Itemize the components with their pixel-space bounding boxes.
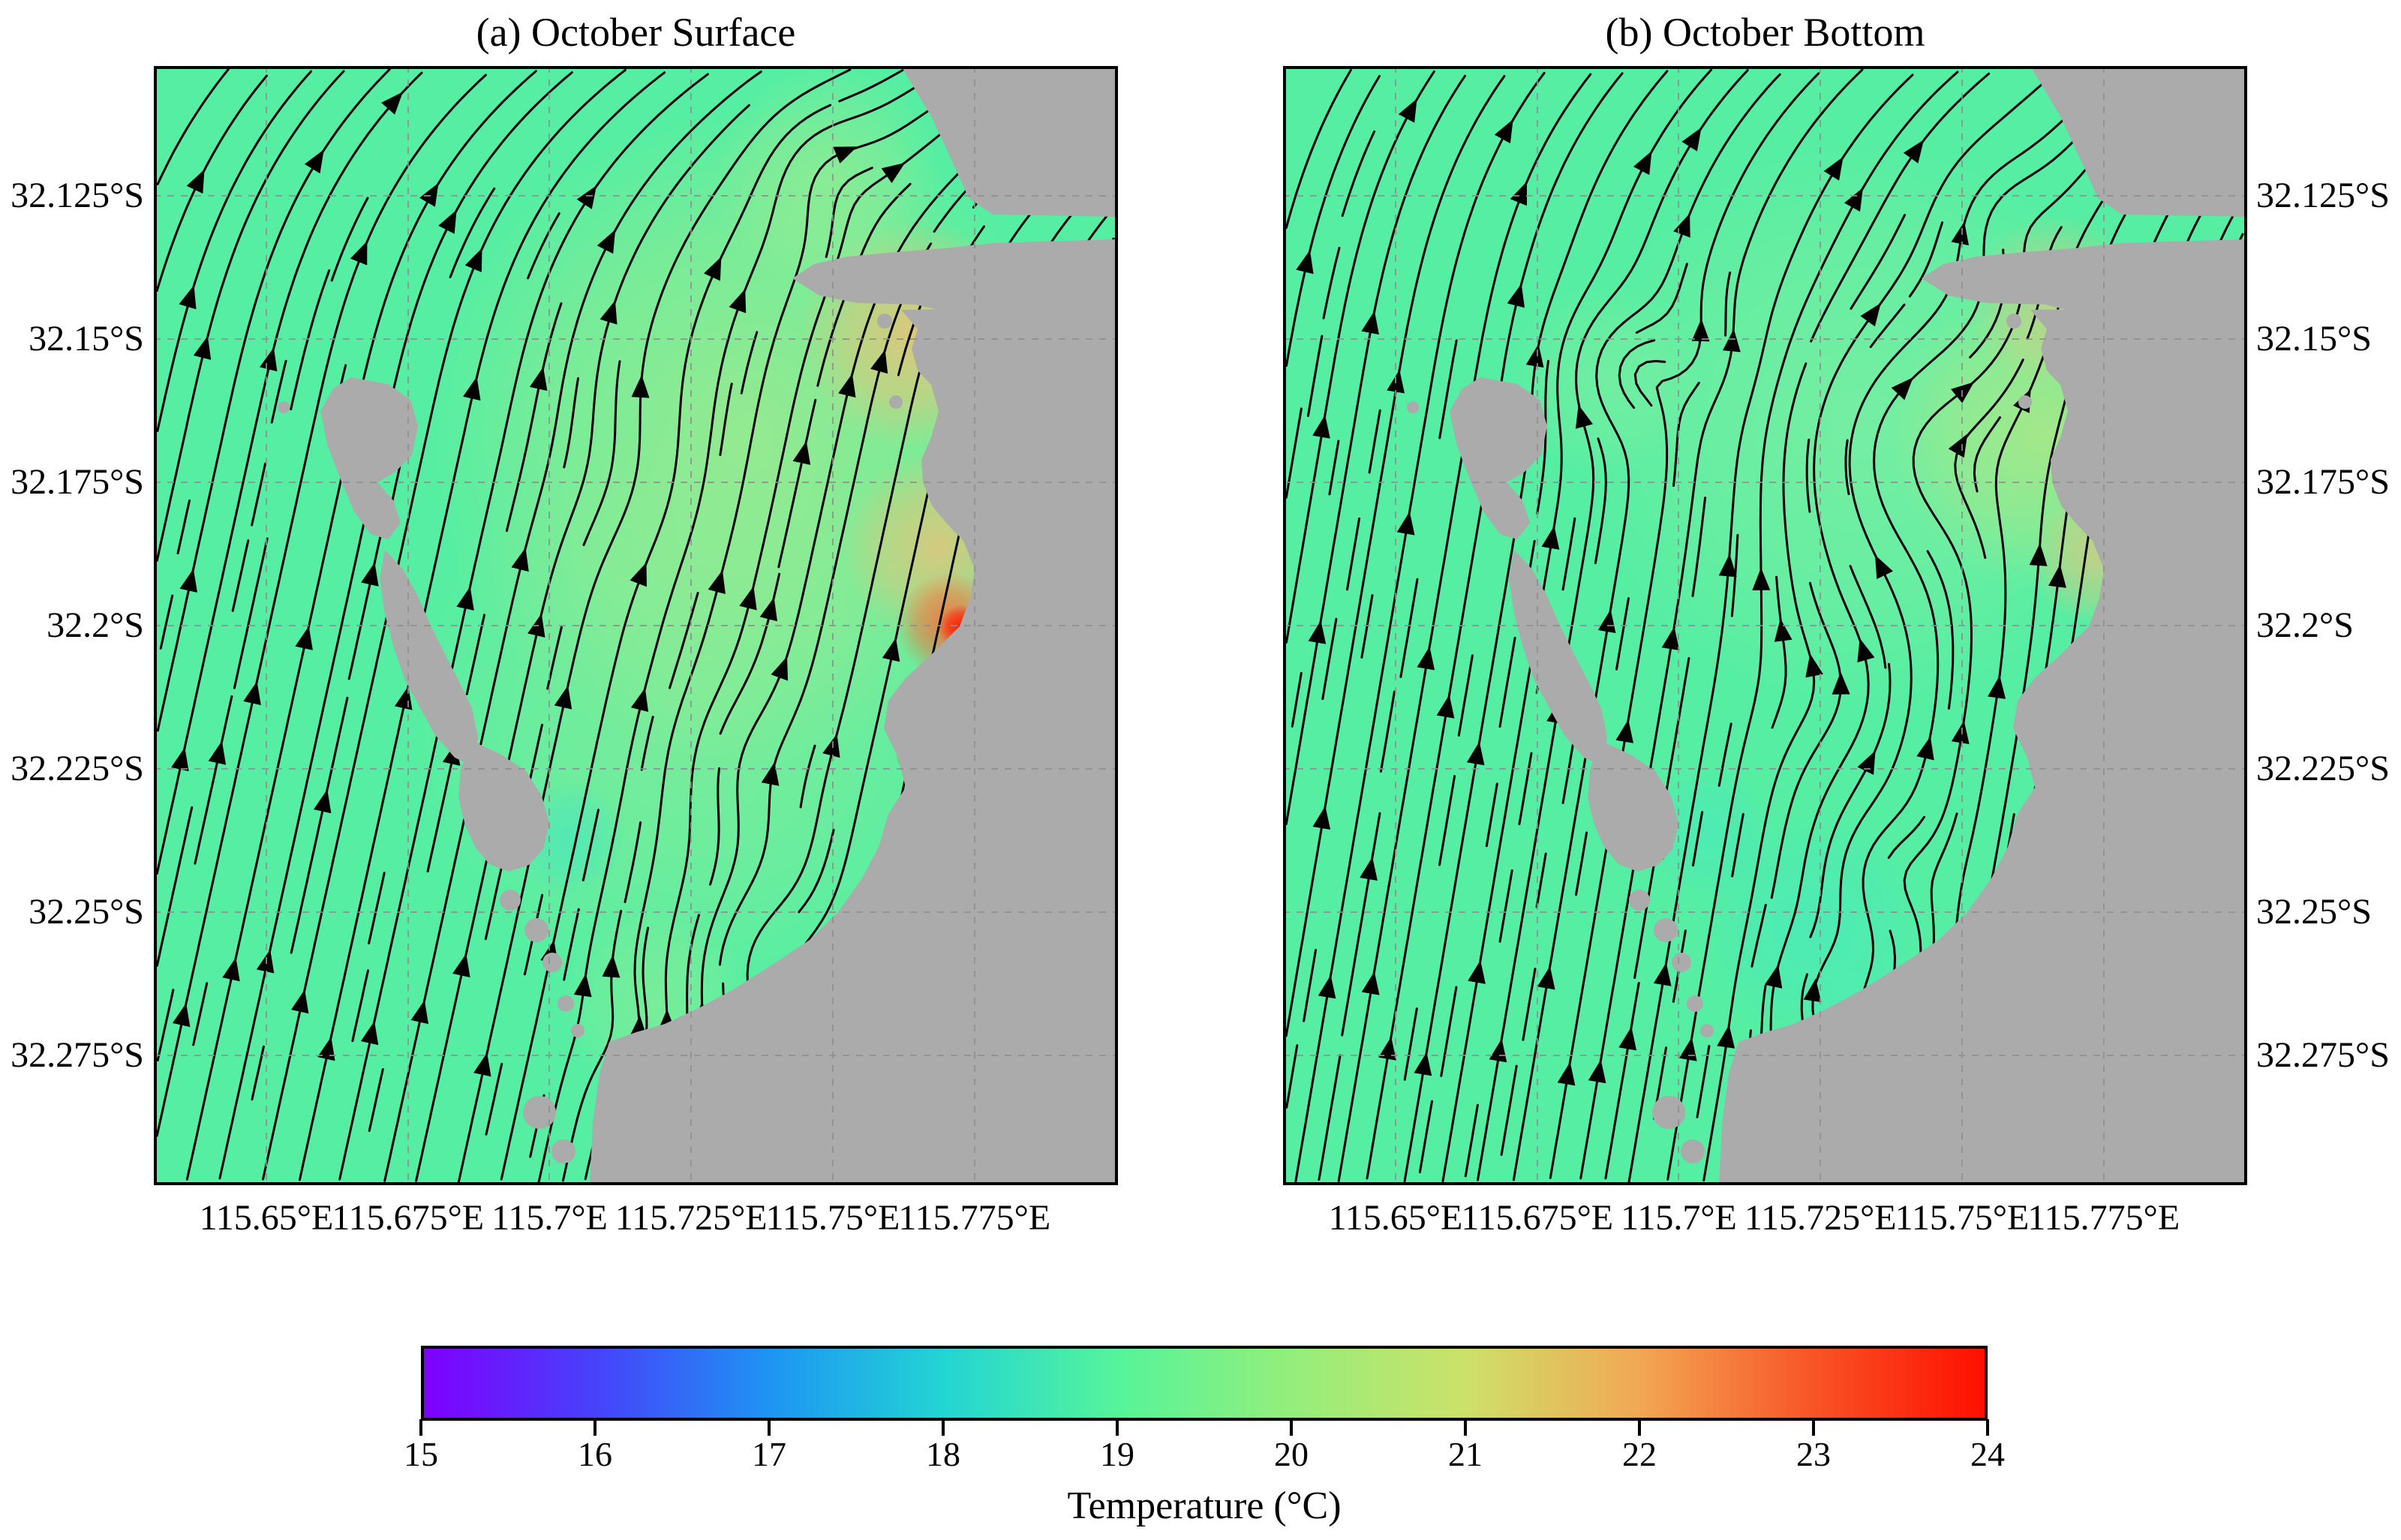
colorbar-tick-label: 17 — [752, 1435, 786, 1473]
colorbar-tick-label: 23 — [1796, 1435, 1831, 1473]
lat-tick-label-right: 32.225°S — [2256, 748, 2390, 788]
lon-tick-label: 115.675°E — [1461, 1198, 1614, 1238]
gridlines — [154, 66, 1118, 1185]
lat-tick-label-right: 32.2°S — [2256, 605, 2354, 645]
lat-tick-label-left: 32.2°S — [47, 605, 144, 645]
lat-tick-label-left: 32.225°S — [11, 748, 144, 788]
lon-tick-label: 115.65°E — [199, 1198, 334, 1238]
map-panel-october-surface — [154, 66, 1118, 1185]
lon-tick-label: 115.725°E — [615, 1198, 768, 1238]
streamline-arrowheads — [171, 92, 1115, 1077]
colorbar-tick-label: 16 — [578, 1435, 612, 1473]
land — [1407, 66, 2247, 1185]
colorbar-gradient — [421, 1346, 1988, 1421]
lon-tick-label: 115.775°E — [2027, 1198, 2180, 1238]
lat-tick-label-left: 32.125°S — [11, 176, 144, 216]
colorbar-tickmark — [1116, 1419, 1119, 1436]
colorbar-tickmark — [768, 1419, 771, 1436]
lon-tick-label: 115.75°E — [1895, 1198, 2030, 1238]
gridlines — [1283, 66, 2247, 1185]
lat-tick-label-left: 32.275°S — [11, 1034, 144, 1075]
colorbar-tick-label: 19 — [1100, 1435, 1134, 1473]
plot-frame — [154, 66, 1118, 1185]
colorbar-tick-label: 15 — [404, 1435, 438, 1473]
colorbar-tickmark — [419, 1419, 422, 1436]
colorbar-tickmark — [593, 1419, 596, 1436]
lon-tick-label: 115.7°E — [1621, 1198, 1737, 1238]
lat-tick-label-left: 32.25°S — [29, 891, 144, 932]
colorbar-tick-label: 18 — [926, 1435, 960, 1473]
colorbar-tick-label: 24 — [1970, 1435, 2005, 1473]
colorbar-tickmark — [1638, 1419, 1641, 1436]
lat-tick-label-right: 32.275°S — [2256, 1034, 2390, 1075]
lon-tick-label: 115.65°E — [1328, 1198, 1463, 1238]
colorbar-tickmark — [1464, 1419, 1467, 1436]
colorbar-tickmark — [1812, 1419, 1815, 1436]
lat-tick-label-right: 32.175°S — [2256, 462, 2390, 503]
lat-tick-label-left: 32.175°S — [11, 462, 144, 503]
plot-frame — [1283, 66, 2247, 1185]
lon-tick-label: 115.75°E — [765, 1198, 900, 1238]
lat-tick-label-right: 32.15°S — [2256, 319, 2372, 359]
lat-tick-label-right: 32.25°S — [2256, 891, 2372, 932]
lon-tick-label: 115.675°E — [332, 1198, 485, 1238]
land — [278, 66, 1118, 1185]
lat-tick-label-right: 32.125°S — [2256, 176, 2390, 216]
lon-tick-label: 115.725°E — [1744, 1198, 1897, 1238]
colorbar-tickmark — [1290, 1419, 1293, 1436]
colorbar-tick-label: 21 — [1448, 1435, 1483, 1473]
colorbar-tickmark — [1986, 1419, 1989, 1436]
colorbar-tickmark — [942, 1419, 945, 1436]
lon-tick-label: 115.7°E — [491, 1198, 608, 1238]
colorbar-label: Temperature (°C) — [1067, 1484, 1342, 1527]
map-panel-october-bottom — [1283, 66, 2247, 1185]
colorbar-tick-label: 22 — [1622, 1435, 1657, 1473]
lon-tick-label: 115.775°E — [898, 1198, 1051, 1238]
lat-tick-label-left: 32.15°S — [29, 319, 144, 359]
panel-a-title: (a) October Surface — [476, 10, 796, 55]
colorbar-tick-label: 20 — [1274, 1435, 1309, 1473]
panel-b-title: (b) October Bottom — [1605, 10, 1925, 55]
